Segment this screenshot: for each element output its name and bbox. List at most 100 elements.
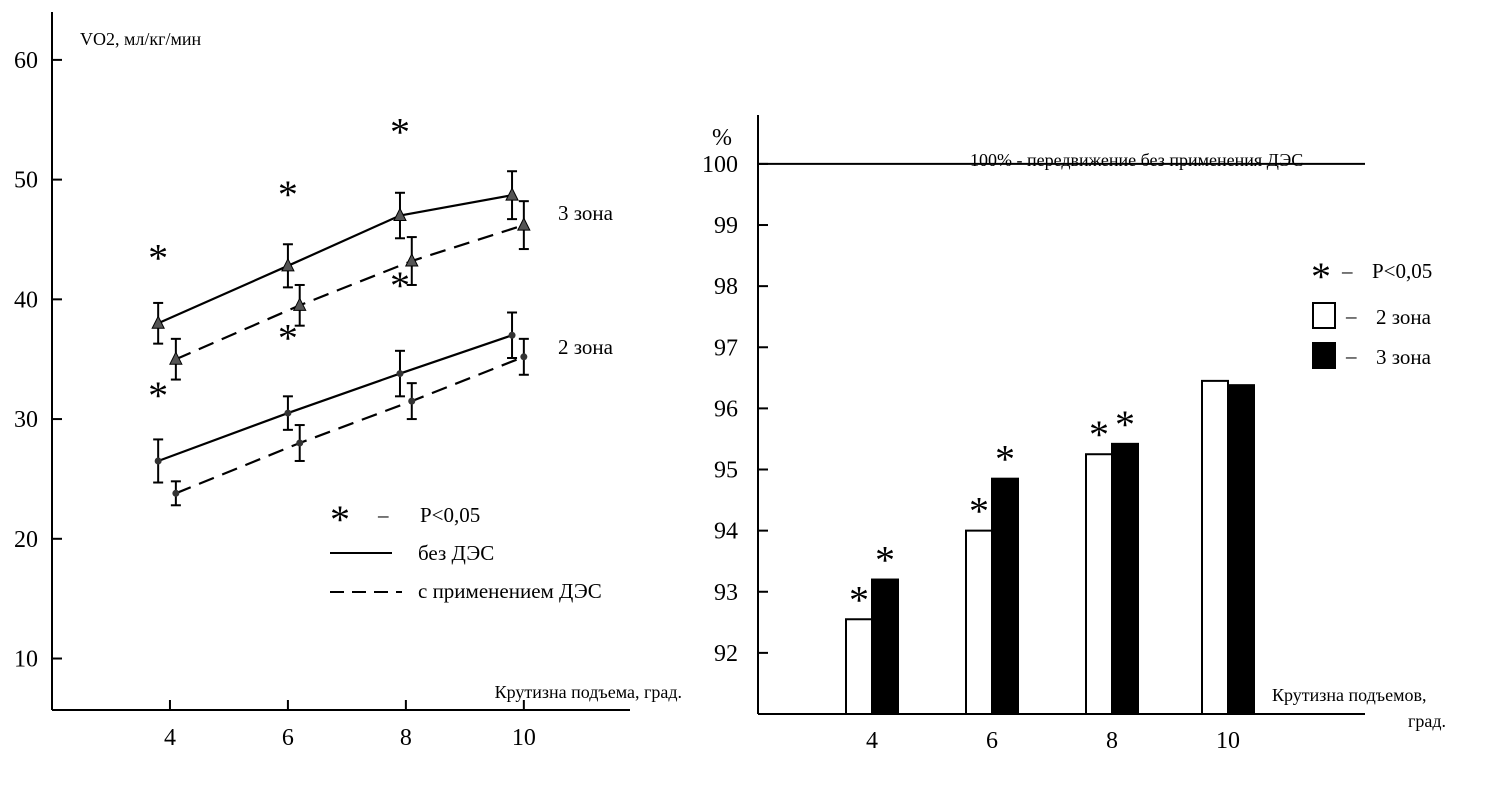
vo2-line-chart: 10 20 30 40 50 60 4 6 8 10 VO2, мл/кг/мин Крутиз… xyxy=(14,12,682,751)
right-x-axis-title-2: град. xyxy=(1408,711,1446,731)
right-y-tick-label: 97 xyxy=(714,335,738,361)
series-line xyxy=(175,355,525,495)
left-legend-dashed-label: с применением ДЭС xyxy=(418,579,602,603)
left-y-tick-label: 10 xyxy=(14,647,38,673)
right-x-ticks: 4 6 8 10 xyxy=(866,728,1240,754)
right-legend-zone3: 3 зона xyxy=(1376,345,1432,369)
left-series-0 xyxy=(151,170,519,345)
significance-star: * xyxy=(148,373,168,418)
significance-star: * xyxy=(849,577,869,622)
right-bars-group xyxy=(845,379,1255,716)
series-line xyxy=(157,194,513,325)
right-y-tick-label: 100 xyxy=(702,152,738,178)
data-point-dot xyxy=(172,489,180,497)
left-legend-dash: – xyxy=(377,503,389,527)
right-legend-star: * xyxy=(1311,254,1331,299)
right-y-tick-label: 99 xyxy=(714,213,738,239)
left-x-axis-title: Крутизна подъема, град. xyxy=(495,682,682,702)
significance-star: * xyxy=(390,110,410,155)
left-legend-star: * xyxy=(330,497,350,542)
percent-bar-chart: 92 93 94 95 96 97 98 99 100 4 6 8 10 % 100% - перед… xyxy=(702,115,1446,754)
right-y-tick-label: 92 xyxy=(714,641,738,667)
data-point-dot xyxy=(296,439,304,447)
right-x-tick-label: 10 xyxy=(1216,728,1240,754)
right-significance-marks: ***** * xyxy=(849,402,1135,622)
right-legend-dash-1: – xyxy=(1341,259,1353,283)
bar-zone2 xyxy=(965,529,993,715)
data-point-dot xyxy=(520,353,528,361)
right-y-ticks: 92 93 94 95 96 97 98 99 100 xyxy=(702,152,768,667)
left-x-tick-label: 10 xyxy=(512,725,536,751)
left-x-tick-label: 6 xyxy=(282,725,294,751)
right-legend-white-box xyxy=(1312,302,1336,329)
significance-star: * xyxy=(995,437,1015,482)
data-point-dot xyxy=(408,397,416,405)
right-y-tick-label: 98 xyxy=(714,274,738,300)
left-series-1 xyxy=(169,200,531,381)
bar-zone3 xyxy=(1111,442,1139,715)
left-x-tick-label: 8 xyxy=(400,725,412,751)
data-point-triangle xyxy=(151,315,165,329)
left-legend-significance: P<0,05 xyxy=(420,503,480,527)
series-line xyxy=(175,224,525,361)
left-y-tick-label: 40 xyxy=(14,287,38,313)
data-point-dot xyxy=(508,331,516,339)
right-legend-dash-3: – xyxy=(1345,344,1357,368)
left-y-tick-label: 30 xyxy=(14,407,38,433)
data-point-dot xyxy=(396,370,404,378)
significance-star: * xyxy=(278,316,298,361)
data-point-dot xyxy=(284,409,292,417)
right-y-tick-label: 93 xyxy=(714,580,738,606)
significance-star: * xyxy=(969,489,989,534)
left-significance-marks: * * * * * * xyxy=(148,110,410,418)
data-point-triangle xyxy=(505,187,519,201)
bar-zone3 xyxy=(871,578,899,716)
bar-zone2 xyxy=(1201,379,1229,715)
left-series-3 xyxy=(170,337,529,507)
significance-star: * xyxy=(148,235,168,280)
right-legend: * – P<0,05 – 2 зона – 3 зона xyxy=(1311,254,1432,369)
data-point-triangle xyxy=(517,216,531,231)
right-x-axis-title: Крутизна подъемов, xyxy=(1272,685,1426,705)
right-y-tick-label: 95 xyxy=(714,458,738,484)
right-legend-dash-2: – xyxy=(1345,304,1357,328)
right-x-tick-label: 6 xyxy=(986,728,998,754)
significance-star: * xyxy=(1089,412,1109,457)
zone-label-2: 2 зона xyxy=(558,335,614,359)
reference-line-label: 100% - передвижение без применения ДЭС xyxy=(970,150,1303,170)
significance-star: * xyxy=(1115,402,1135,447)
data-point-triangle xyxy=(169,351,183,365)
significance-star: * xyxy=(875,538,895,583)
left-y-ticks: 10 20 30 40 50 60 xyxy=(14,48,62,673)
left-series-group xyxy=(151,170,531,507)
left-series-2 xyxy=(153,311,518,484)
left-legend-solid-label: без ДЭС xyxy=(418,541,494,565)
left-y-tick-label: 20 xyxy=(14,527,38,553)
bar-zone2 xyxy=(845,618,873,715)
data-point-triangle xyxy=(292,297,307,311)
right-legend-significance: P<0,05 xyxy=(1372,259,1432,283)
data-point-dot xyxy=(154,457,162,465)
right-y-tick-label: 94 xyxy=(714,519,738,545)
left-y-axis-title: VO2, мл/кг/мин xyxy=(80,29,202,49)
bar-zone3 xyxy=(991,477,1019,715)
bar-zone3 xyxy=(1227,384,1255,715)
left-y-tick-label: 50 xyxy=(14,168,38,194)
right-legend-black-box xyxy=(1312,342,1336,369)
zone-label-3: 3 зона xyxy=(558,201,614,225)
right-x-tick-label: 8 xyxy=(1106,728,1118,754)
significance-star: * xyxy=(278,172,298,217)
right-y-tick-label: 96 xyxy=(714,396,738,422)
bar-zone2 xyxy=(1085,453,1113,715)
right-legend-zone2: 2 зона xyxy=(1376,305,1432,329)
significance-star: * xyxy=(390,263,410,308)
data-point-triangle xyxy=(281,257,295,272)
data-point-triangle xyxy=(393,207,407,222)
left-y-tick-label: 60 xyxy=(14,48,38,74)
series-line xyxy=(157,334,513,463)
right-y-axis-title: % xyxy=(712,125,732,151)
left-x-ticks: 4 6 8 10 xyxy=(164,700,536,751)
right-x-tick-label: 4 xyxy=(866,728,878,754)
data-point-triangle xyxy=(404,252,419,267)
